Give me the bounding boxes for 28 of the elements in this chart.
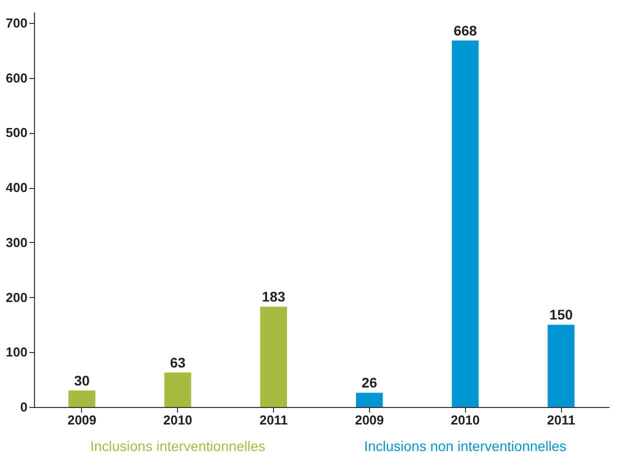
x-tick-label: 2011 (546, 412, 576, 428)
y-tick-label: 700 (6, 15, 28, 30)
x-tick-label: 2010 (450, 412, 480, 428)
x-tick-label: 2009 (354, 412, 384, 428)
x-tick-label: 2009 (67, 412, 96, 428)
y-tick-label: 400 (6, 180, 28, 196)
data-label: 150 (549, 306, 573, 323)
y-tick-label: 200 (6, 290, 28, 305)
y-tick-label: 600 (6, 70, 28, 86)
data-label: 63 (170, 354, 186, 370)
bar (356, 392, 383, 407)
bar (548, 324, 574, 407)
bar (68, 390, 96, 407)
x-tick-label: 2011 (259, 412, 288, 428)
bar (452, 40, 479, 407)
y-tick-label: 300 (6, 234, 28, 250)
text: Inclusions interventionnelles (90, 438, 266, 454)
y-tick-label: 100 (6, 344, 28, 360)
data-label: 30 (74, 372, 90, 389)
bar (260, 306, 287, 407)
data-label: 26 (362, 374, 378, 391)
text: Inclusions non interventionnelles (364, 438, 566, 454)
data-label: 183 (262, 288, 286, 305)
x-tick-label: 2010 (163, 412, 192, 428)
data-label: 668 (454, 22, 478, 39)
y-tick-label: 500 (6, 125, 28, 140)
y-tick-label: 0 (20, 400, 28, 414)
bar (164, 372, 192, 407)
